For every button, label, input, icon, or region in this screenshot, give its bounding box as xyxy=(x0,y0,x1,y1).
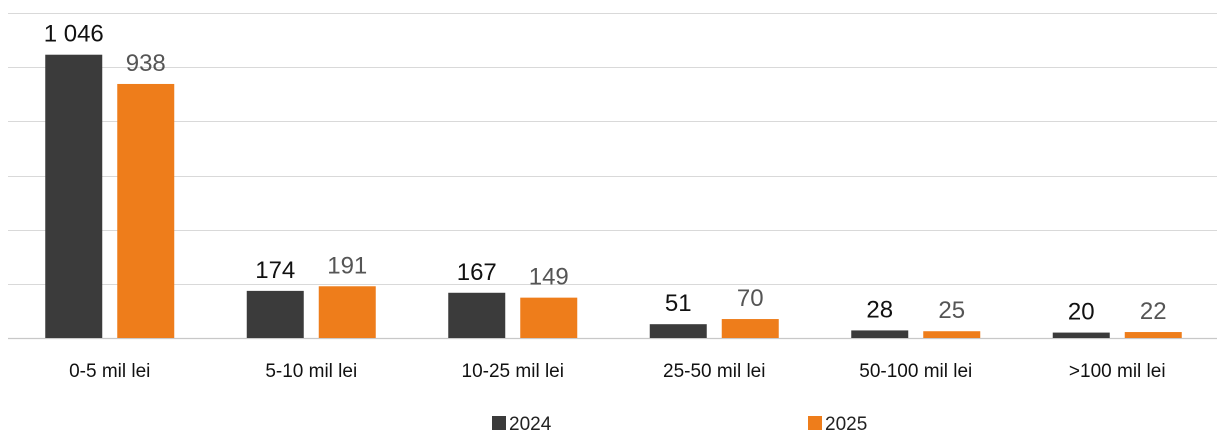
bar-2024-2 xyxy=(246,290,304,338)
bar-2025-6 xyxy=(1124,332,1182,338)
x-tick-label: 0-5 mil lei xyxy=(69,361,150,382)
data-labels: 1 046 938 174 191 167 149 51 70 28 25 20 22 xyxy=(44,21,1167,326)
bar-2024-4 xyxy=(649,324,707,338)
legend-swatch-2024 xyxy=(492,416,506,430)
bar-2024-5 xyxy=(851,330,909,338)
x-tick-label: 10-25 mil lei xyxy=(462,361,564,382)
data-label-2024-5: 28 xyxy=(866,296,893,323)
bar-2024-3 xyxy=(448,292,506,338)
x-tick-label: 25-50 mil lei xyxy=(663,361,765,382)
legend: 2024 2025 xyxy=(492,414,867,435)
data-label-2025-4: 70 xyxy=(737,285,764,312)
bar-2025-4 xyxy=(721,319,779,338)
bar-2024-1 xyxy=(45,54,103,338)
bar-2025-2 xyxy=(318,286,376,338)
data-label-2025-3: 149 xyxy=(529,264,569,291)
data-label-2025-2: 191 xyxy=(327,252,367,279)
legend-swatch-2025 xyxy=(808,416,822,430)
x-axis: 0-5 mil lei 5-10 mil lei 10-25 mil lei 25-5… xyxy=(69,361,1165,382)
legend-label-2024: 2024 xyxy=(509,414,552,431)
data-label-2024-6: 20 xyxy=(1068,299,1095,326)
data-label-2024-3: 167 xyxy=(457,259,497,286)
x-tick-label: >100 mil lei xyxy=(1069,361,1166,382)
data-label-2024-1: 1 046 xyxy=(44,21,104,48)
data-label-2024-2: 174 xyxy=(255,257,295,284)
x-tick-label: 5-10 mil lei xyxy=(265,361,357,382)
gridlines xyxy=(8,13,1217,340)
bar-2024-6 xyxy=(1052,332,1110,338)
x-tick-label: 50-100 mil lei xyxy=(859,361,972,382)
data-label-2025-6: 22 xyxy=(1140,298,1167,325)
bar-2025-3 xyxy=(520,297,578,338)
data-label-2024-4: 51 xyxy=(665,290,692,317)
bar-2025-5 xyxy=(923,331,981,338)
data-label-2025-5: 25 xyxy=(938,297,965,324)
bars xyxy=(45,54,1182,338)
data-label-2025-1: 938 xyxy=(126,50,166,77)
legend-label-2025: 2025 xyxy=(825,414,867,431)
bar-2025-1 xyxy=(117,83,175,338)
